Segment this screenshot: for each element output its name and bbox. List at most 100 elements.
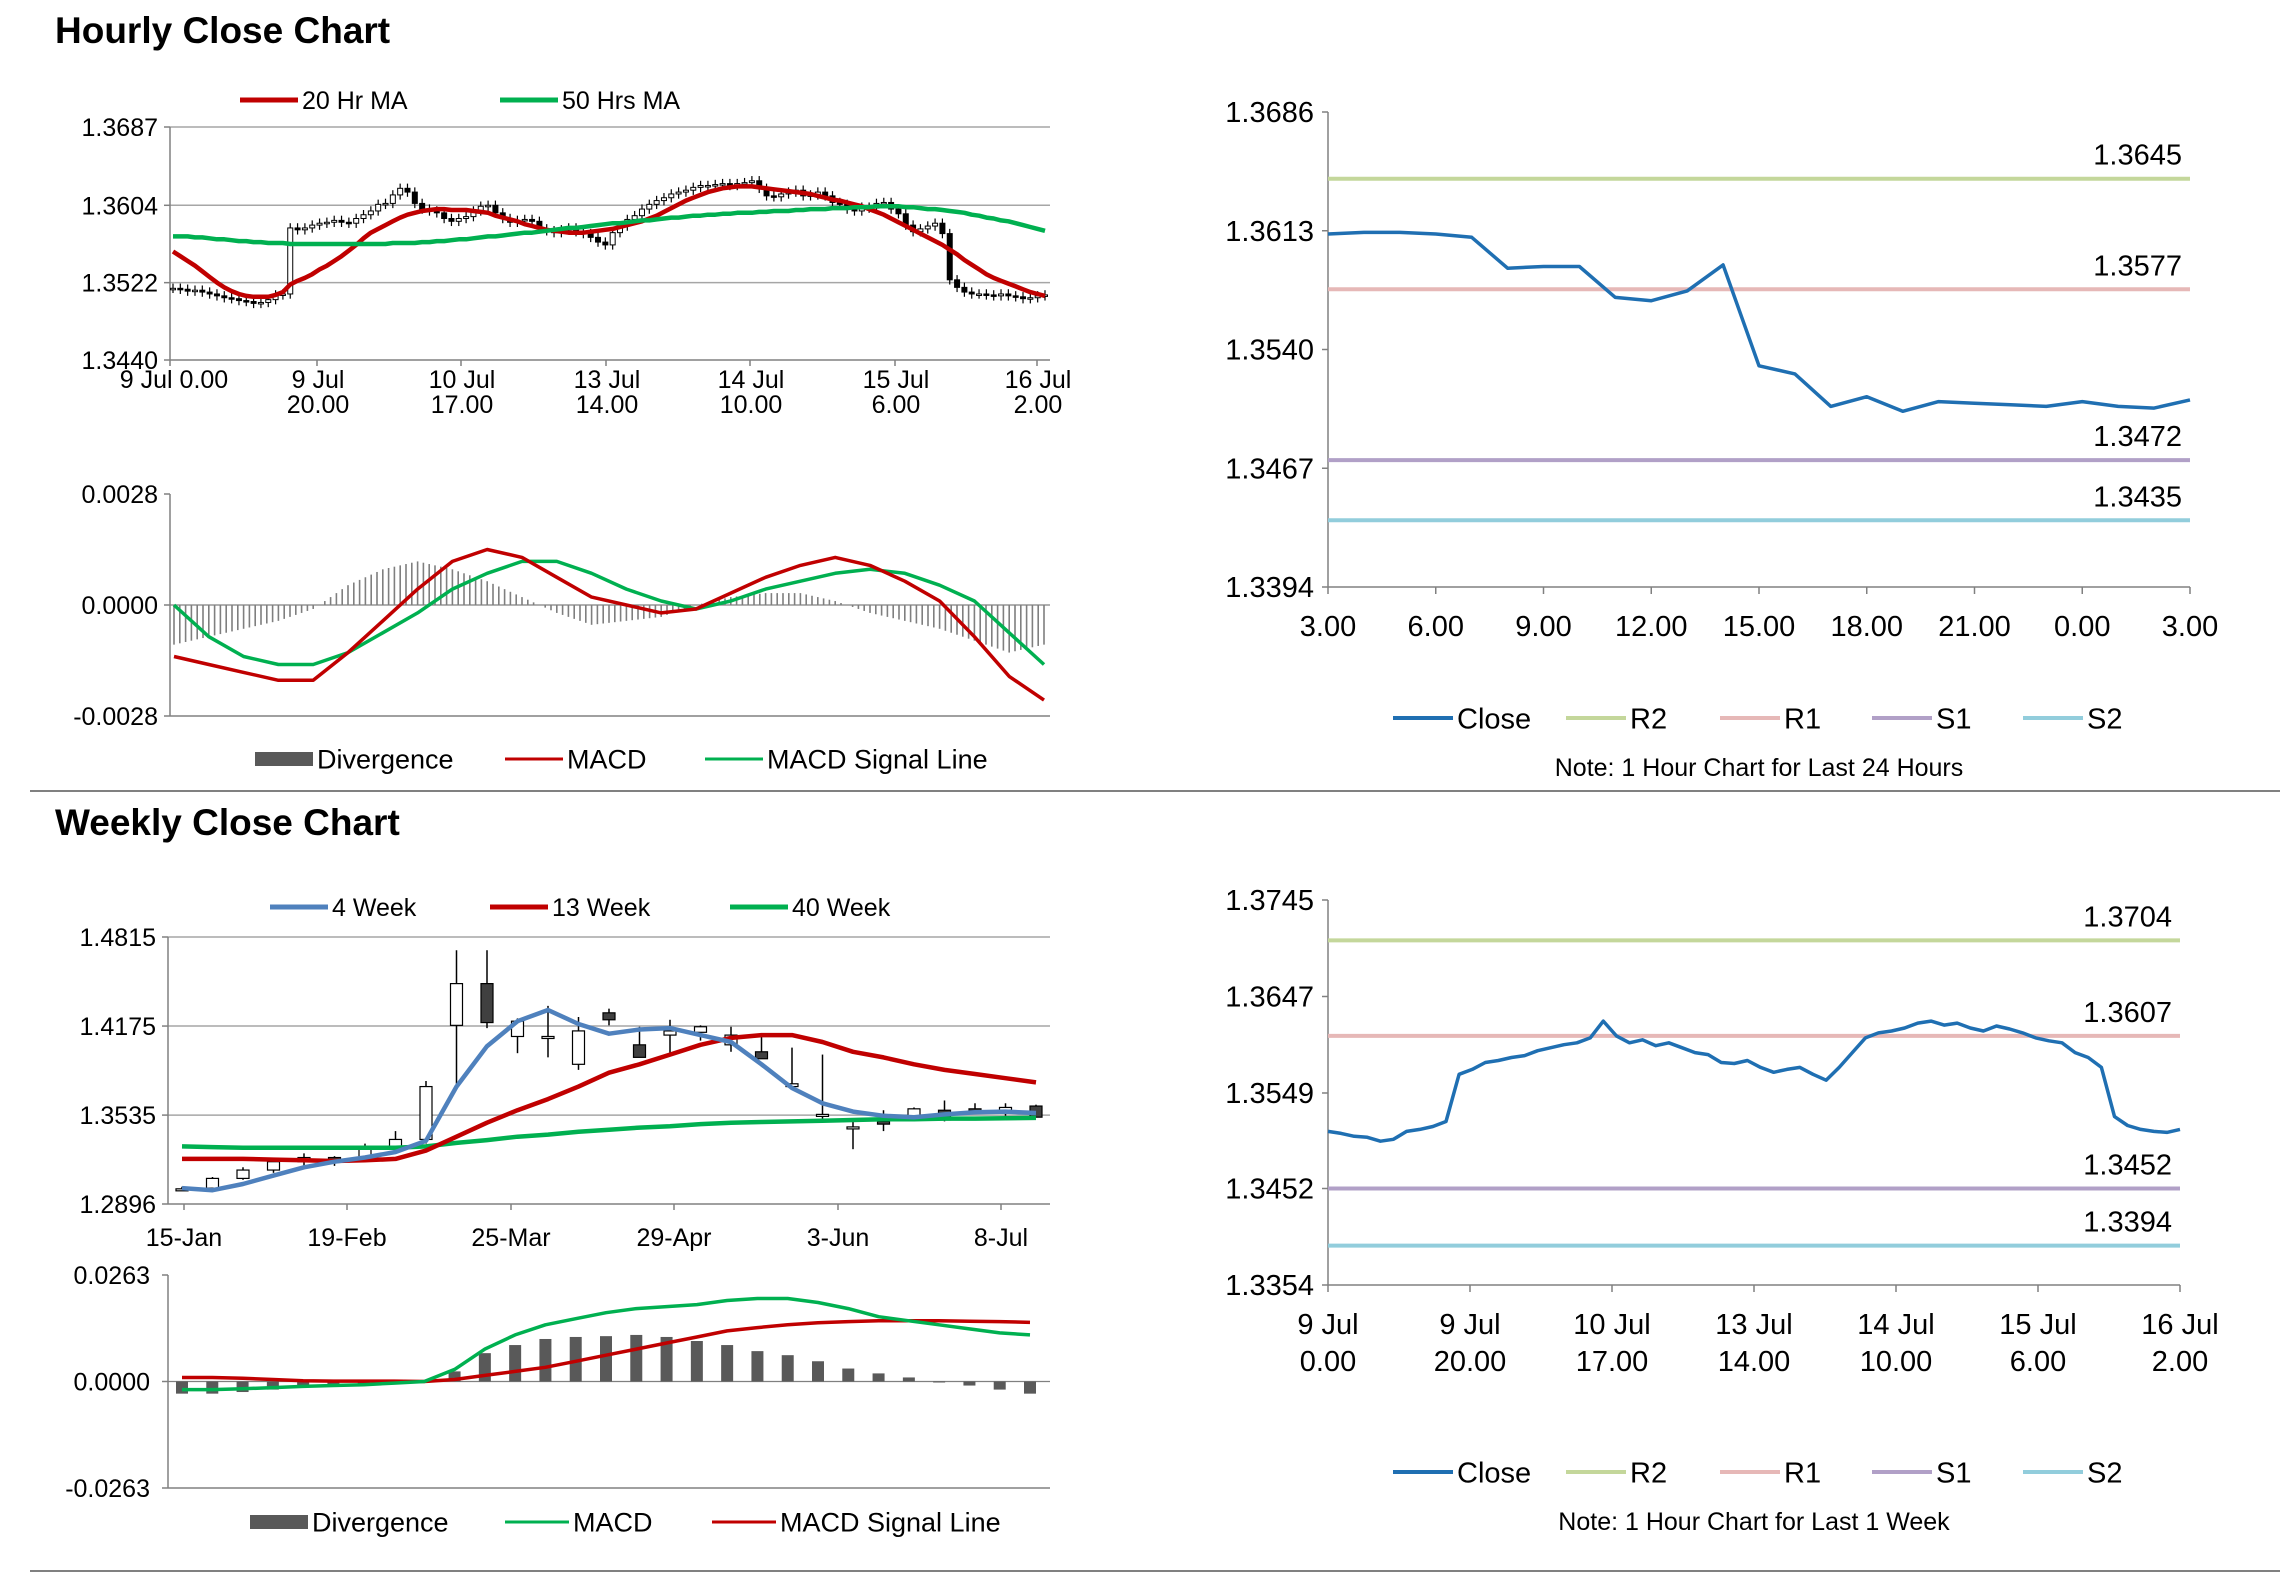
x-tick-label: 12.00: [1615, 611, 1688, 643]
candle-body: [294, 227, 301, 231]
candle-body: [754, 1051, 769, 1060]
divergence-bar: [327, 1381, 340, 1386]
candle-body: [983, 293, 990, 296]
y-tick-label: 1.3647: [1225, 981, 1314, 1013]
x-tick-label: 14.00: [1718, 1346, 1791, 1378]
level-r1-label: 1.3577: [2093, 250, 2182, 282]
x-tick-label: 21.00: [1938, 611, 2011, 643]
candle-body: [1020, 296, 1027, 300]
candle-body: [946, 233, 953, 281]
x-tick-label: 3-Jun: [807, 1224, 870, 1252]
candle-body: [419, 202, 426, 210]
x-tick-label: 10 Jul: [429, 366, 496, 394]
macd-line: [182, 1296, 1031, 1392]
candle-body: [968, 291, 975, 295]
divergence-bar: [448, 1371, 461, 1382]
close-line: [1327, 1019, 2181, 1143]
divergence-bar: [297, 1381, 310, 1388]
legend-13week-label: 13 Week: [552, 894, 651, 922]
x-tick-label: 8-Jul: [974, 1224, 1028, 1252]
candle-body: [682, 189, 689, 193]
divergence-bar: [509, 1345, 522, 1382]
candle-body: [301, 227, 308, 231]
candle-body: [170, 287, 176, 291]
y-tick-label: 1.3613: [1225, 216, 1314, 248]
candle-body: [375, 203, 382, 212]
x-tick-label: 29-Apr: [636, 1224, 711, 1252]
y-tick-label: 1.3394: [1225, 572, 1314, 604]
x-tick-label: 16 Jul: [2141, 1309, 2218, 1341]
candle-body: [492, 204, 499, 214]
y-tick-label: 1.3535: [80, 1102, 156, 1130]
divergence-bar: [872, 1373, 885, 1382]
candle-body: [815, 1113, 830, 1117]
x-tick-label: 15 Jul: [1999, 1309, 2076, 1341]
y-tick-label: 1.3440: [82, 347, 158, 375]
x-tick-label: 6.00: [1408, 611, 1464, 643]
x-tick-label: 17.00: [1576, 1346, 1649, 1378]
x-tick-label: 0.00: [1300, 1346, 1356, 1378]
x-tick-label: 14.00: [576, 391, 639, 419]
divergence-bar: [266, 1381, 279, 1390]
candle-body: [367, 210, 374, 216]
x-tick-label: 0.00: [2054, 611, 2110, 643]
ma13-line: [182, 1032, 1037, 1164]
divergence-bar: [812, 1361, 824, 1382]
candle-body: [480, 983, 494, 1024]
candle-body: [653, 200, 660, 205]
candle-body: [924, 225, 931, 230]
x-tick-label: 15 Jul: [863, 366, 930, 394]
y-tick-label: -0.0263: [65, 1475, 150, 1503]
level-r1-label: 1.3607: [2083, 997, 2172, 1029]
candle-body: [250, 301, 257, 304]
x-tick-label: 6.00: [872, 391, 921, 419]
candle-body: [228, 297, 235, 300]
legend-macd-label: MACD: [567, 745, 647, 775]
divergence-bar: [902, 1377, 915, 1382]
candle-body: [205, 1177, 220, 1189]
candle-body: [331, 219, 338, 223]
x-tick-label: 15-Jan: [146, 1224, 222, 1252]
divergence-bar: [630, 1334, 643, 1382]
hourly-close-24h-chart: 1.3686 1.3613 1.3540 1.3467 1.3394 1.3645 1.35…: [1225, 97, 2218, 782]
candle-body: [595, 236, 602, 243]
x-tick-label: 9 Jul: [1297, 1309, 1358, 1341]
divergence-bar: [781, 1355, 794, 1382]
candle-body: [213, 293, 220, 297]
candle-body: [602, 241, 609, 246]
legend-close-label: Close: [1457, 1457, 1531, 1489]
divergence-bar: [1024, 1381, 1036, 1394]
candle-body: [266, 1161, 281, 1171]
x-tick-label: 20.00: [287, 391, 350, 419]
x-tick-label: 17.00: [431, 391, 494, 419]
x-tick-label: 2.00: [1014, 391, 1063, 419]
candle-body: [748, 180, 755, 184]
y-tick-label: 0.0263: [74, 1262, 150, 1290]
x-tick-label: 2.00: [2152, 1346, 2208, 1378]
candle-body: [404, 187, 411, 193]
candle-body: [1005, 293, 1012, 297]
candle-body: [1012, 295, 1019, 298]
x-tick-label: 10.00: [1860, 1346, 1933, 1378]
candle-body: [675, 191, 682, 195]
ma20-line: [171, 184, 1046, 300]
divergence-bar: [569, 1336, 582, 1382]
candle-body: [353, 218, 360, 224]
legend-40week-label: 40 Week: [792, 894, 891, 922]
legend-r1-label: R1: [1784, 1457, 1821, 1489]
candle-body: [939, 222, 946, 235]
candle-body: [287, 227, 294, 295]
candle-body: [382, 202, 389, 206]
level-r2-label: 1.3704: [2083, 901, 2172, 933]
y-tick-label: 1.2896: [80, 1191, 156, 1219]
candle-body: [602, 1012, 616, 1021]
y-tick-label: 1.3604: [82, 192, 159, 220]
weekly-close-1w-chart: 1.3745 1.3647 1.3549 1.3452 1.3354 1.3704 1.36…: [1225, 885, 2218, 1536]
candle-body: [693, 1026, 708, 1033]
divergence-bar: [539, 1338, 552, 1382]
x-tick-label: 13 Jul: [1715, 1309, 1792, 1341]
candle-body: [235, 298, 242, 302]
x-tick-label: 25-Mar: [471, 1224, 550, 1252]
legend-s1-label: S1: [1936, 703, 1971, 735]
